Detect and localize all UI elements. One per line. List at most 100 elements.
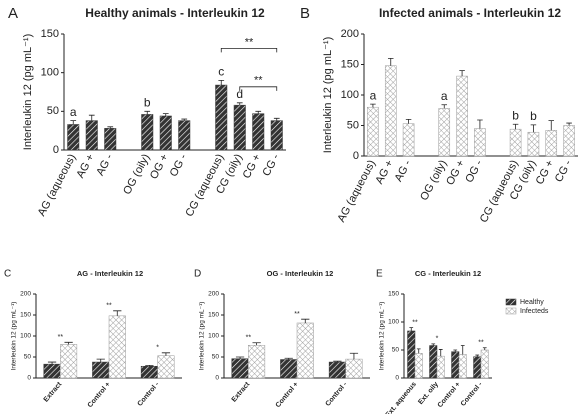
bar: [159, 115, 172, 151]
error-bar: [431, 343, 436, 346]
y-axis-label: Interleukin 12 (pg mL⁻¹): [22, 34, 34, 150]
chart-title: Healthy animals - Interleukin 12: [85, 6, 265, 20]
error-bar: [252, 342, 261, 346]
error-bar: [273, 117, 280, 121]
x-tick-label: Ext. aqueous: [385, 381, 418, 414]
bar: [231, 358, 249, 379]
bar: [438, 108, 451, 157]
group-letter: a: [70, 105, 77, 119]
error-bar: [512, 123, 519, 130]
bar: [407, 330, 416, 379]
y-tick-label: 50: [47, 105, 59, 117]
bar: [345, 358, 363, 379]
y-tick-label: 150: [208, 312, 219, 319]
bar: [480, 349, 489, 379]
x-tick-label: Ext. oily: [417, 381, 440, 406]
x-tick-label: AG -: [393, 158, 414, 184]
legend-label: Infecteds: [520, 308, 549, 315]
y-tick-label: 100: [208, 333, 219, 340]
error-bar: [47, 361, 57, 365]
bar: [233, 104, 246, 151]
group-letter: b: [144, 96, 151, 110]
significance: *: [156, 345, 159, 352]
x-tick-label: Control -: [460, 380, 485, 407]
error-bar: [438, 349, 443, 357]
error-bar: [235, 356, 245, 359]
bar: [252, 113, 265, 151]
bar: [67, 124, 80, 151]
y-tick-label: 200: [208, 291, 219, 298]
y-tick-label: 0: [353, 150, 359, 162]
bar: [384, 65, 397, 157]
error-bar: [370, 103, 376, 108]
group-letter: b: [512, 108, 519, 122]
error-bar: [107, 126, 114, 129]
x-tick-label: AG +: [373, 158, 396, 186]
x-tick-label: AG (aqueous): [36, 152, 79, 218]
bar: [456, 75, 468, 157]
error-bar: [453, 349, 458, 352]
error-bar: [161, 352, 171, 356]
significance: **: [294, 311, 300, 318]
error-bar: [301, 318, 310, 323]
error-bar: [284, 357, 293, 360]
y-tick-label: 50: [212, 354, 220, 361]
legend-swatch: [505, 307, 517, 315]
x-tick-label: AG +: [74, 152, 97, 180]
group-letter: a: [441, 89, 448, 103]
error-bar: [162, 113, 169, 116]
panel-label: C: [4, 269, 11, 280]
bar: [248, 344, 266, 379]
bar: [451, 351, 460, 379]
error-bar: [349, 352, 359, 360]
x-tick-label: OG +: [148, 152, 171, 181]
x-tick-label: OG +: [444, 158, 467, 187]
chart-title: Infected animals - Interleukin 12: [379, 6, 561, 20]
error-bar: [255, 110, 262, 114]
panel-label: D: [194, 269, 201, 280]
error-bar: [409, 327, 414, 331]
error-bar: [236, 102, 243, 106]
x-tick-label: Control -: [324, 380, 349, 407]
significance: **: [106, 303, 112, 310]
bracket: [220, 48, 278, 53]
bar: [104, 128, 117, 151]
bar: [367, 106, 379, 157]
error-bar: [181, 118, 188, 121]
error-bar: [416, 348, 421, 354]
bar: [527, 131, 540, 157]
y-tick-label: 50: [392, 347, 400, 354]
x-tick-label: Control +: [87, 381, 112, 409]
error-bar: [218, 80, 225, 86]
bar: [414, 353, 423, 379]
error-bar: [530, 124, 537, 133]
significance: **: [412, 319, 418, 326]
bar: [563, 125, 575, 157]
error-bar: [88, 114, 95, 121]
error-bar: [482, 347, 487, 350]
bar: [215, 84, 228, 151]
y-axis-label: Interleukin 12 (pg mL⁻¹): [199, 302, 206, 371]
x-tick-label: Control +: [275, 381, 300, 409]
y-tick-label: 0: [27, 375, 31, 382]
y-tick-label: 100: [20, 333, 31, 340]
bar: [178, 120, 191, 151]
group-letter: b: [530, 109, 537, 123]
x-tick-label: AG -: [94, 152, 115, 178]
y-tick-label: 100: [41, 67, 59, 79]
bar: [429, 345, 438, 379]
y-tick-label: 50: [347, 119, 359, 131]
chart-title: CG - Interleukin 12: [415, 269, 481, 278]
significance: *: [436, 336, 439, 343]
error-bar: [475, 354, 480, 357]
bar: [280, 359, 298, 379]
error-bar: [145, 365, 154, 367]
y-tick-label: 150: [388, 291, 399, 298]
group-letter: c: [218, 65, 224, 79]
x-tick-label: Control -: [136, 380, 161, 407]
bar: [402, 123, 415, 157]
error-bar: [70, 120, 77, 125]
y-tick-label: 0: [215, 375, 219, 382]
error-bar: [333, 360, 342, 363]
panel-label: B: [300, 5, 310, 22]
